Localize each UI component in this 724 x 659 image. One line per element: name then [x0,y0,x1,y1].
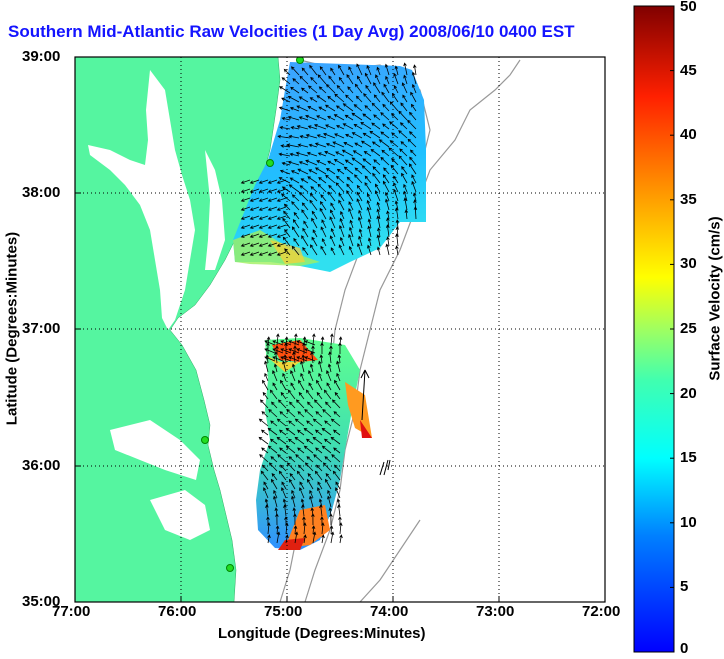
hf-radar-stations [201,57,304,572]
velocity-vectors [240,62,418,544]
y-tick-label: 37:00 [22,320,61,337]
y-tick-label: 35:00 [22,593,61,610]
grid-lines [75,57,605,602]
y-tick-label: 36:00 [22,457,61,474]
colorbar-label: Surface Velocity (cm/s) [706,216,724,381]
current-field-south [256,338,360,550]
y-tick-label: 39:00 [22,48,61,65]
colorbar-tick-label: 50 [680,0,697,15]
x-tick-label: 72:00 [582,603,621,620]
colorbar-tick-label: 15 [680,449,697,467]
x-tick-label: 76:00 [158,603,197,620]
y-axis-label: Latitude (Degrees:Minutes) [3,231,21,426]
colorbar-tick-label: 30 [680,255,697,273]
x-tick-label: 77:00 [52,603,91,620]
x-tick-label: 75:00 [264,603,303,620]
x-axis-label: Longitude (Degrees:Minutes) [218,625,426,642]
x-tick-label: 73:00 [476,603,515,620]
colorbar-tick-label: 25 [680,320,697,337]
colorbar-tick-label: 40 [680,126,697,144]
colorbar-tick-label: 20 [680,384,697,402]
colorbar-tick-label: 45 [680,61,697,79]
colorbar-tick-label: 10 [680,513,697,531]
colorbar-tick-label: 5 [680,578,689,596]
y-tick-label: 38:00 [22,184,61,201]
current-field-north [233,62,426,272]
colorbar [633,5,675,653]
x-tick-label: 74:00 [370,603,409,620]
land-mass [75,57,281,602]
map-title: Southern Mid-Atlantic Raw Velocities (1 … [8,22,575,41]
colorbar-tick-label: 0 [680,640,689,657]
colorbar-tick-label: 35 [680,190,697,208]
